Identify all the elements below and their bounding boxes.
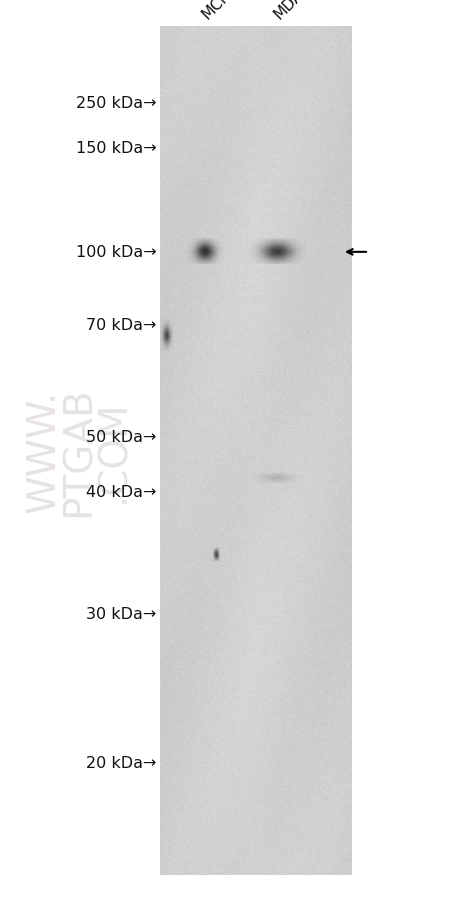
Text: 50 kDa→: 50 kDa→ xyxy=(86,430,157,445)
Text: 70 kDa→: 70 kDa→ xyxy=(86,318,157,332)
Text: 150 kDa→: 150 kDa→ xyxy=(76,142,157,156)
Text: 250 kDa→: 250 kDa→ xyxy=(76,97,157,111)
Text: 100 kDa→: 100 kDa→ xyxy=(76,245,157,260)
Text: WWW.
PTGAB
.COM: WWW. PTGAB .COM xyxy=(25,386,133,516)
Text: 30 kDa→: 30 kDa→ xyxy=(86,606,157,621)
Text: 20 kDa→: 20 kDa→ xyxy=(86,755,157,769)
Text: MDA-MB-453s: MDA-MB-453s xyxy=(270,0,356,23)
Text: 40 kDa→: 40 kDa→ xyxy=(86,484,157,499)
Text: MCF-7: MCF-7 xyxy=(198,0,243,23)
